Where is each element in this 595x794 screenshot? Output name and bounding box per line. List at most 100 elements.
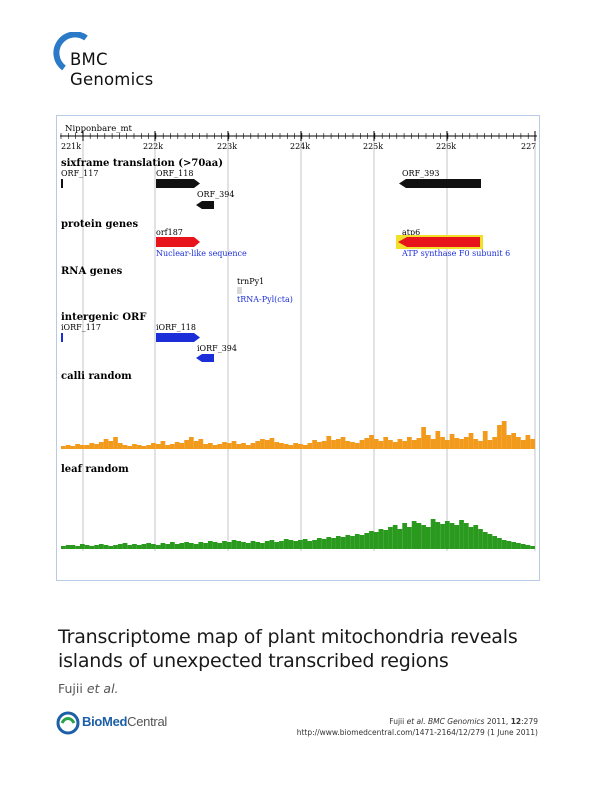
coverage-bar — [231, 540, 237, 549]
coverage-bar — [430, 439, 436, 449]
coverage-bar — [98, 442, 104, 449]
coverage-bar — [331, 538, 336, 549]
coverage-bar — [108, 441, 114, 449]
feature-iorf394 — [196, 354, 214, 362]
coverage-bar — [378, 441, 384, 449]
section-title-leaf: leaf random — [61, 464, 129, 475]
coverage-bar — [473, 439, 479, 449]
coverage-bar — [473, 525, 479, 549]
coverage-bar — [383, 437, 389, 449]
feature-label-orf117: ORF_117 — [61, 169, 98, 178]
coverage-bar — [89, 443, 95, 449]
feature-iorf117 — [61, 333, 63, 342]
coverage-bar — [207, 541, 213, 549]
coverage-bar — [98, 544, 104, 549]
coverage-bar — [188, 437, 194, 449]
feature-label-orf393: ORF_393 — [402, 169, 439, 178]
coverage-bar — [298, 540, 303, 549]
coverage-bar — [478, 529, 483, 549]
coverage-bar — [241, 542, 246, 549]
coverage-bar — [103, 545, 109, 549]
leaf-coverage-track — [61, 519, 535, 549]
coverage-bar — [231, 441, 237, 449]
coverage-bar — [388, 440, 393, 449]
biomed-logo-text: BioMed — [82, 714, 128, 729]
coverage-bar — [425, 435, 431, 449]
coverage-bar — [122, 543, 128, 549]
feature-label-iorf117: iORF_117 — [61, 323, 101, 332]
coverage-bar — [298, 444, 303, 449]
genome-browser-svg: Nipponbare_mt 221k 222k 223k 224k 225k 2… — [60, 124, 537, 551]
coverage-bar — [497, 425, 502, 449]
coverage-bar — [212, 542, 218, 549]
coverage-bar — [184, 440, 189, 449]
coverage-bar — [117, 544, 123, 549]
coverage-bar — [117, 443, 123, 449]
citation-year: 2011, — [486, 717, 509, 726]
feature-label-iorf394: iORF_394 — [197, 344, 237, 353]
tick-label: 224k — [290, 142, 310, 151]
coverage-bar — [302, 445, 308, 449]
coverage-bar — [245, 543, 251, 549]
gridlines — [82, 141, 536, 551]
coverage-bar — [350, 536, 355, 549]
coverage-bar — [203, 543, 208, 549]
feature-note-atp6: ATP synthase F0 subunit 6 — [401, 249, 510, 258]
feature-orf394 — [196, 201, 214, 209]
coverage-bar — [321, 539, 327, 549]
coverage-bar — [127, 446, 133, 449]
coverage-bar — [525, 545, 531, 549]
coverage-bar — [170, 542, 175, 549]
coverage-bar — [61, 546, 66, 549]
coverage-bar — [454, 438, 460, 449]
feature-iorf118 — [156, 333, 200, 342]
track-label: Nipponbare_mt — [65, 124, 133, 134]
coverage-bar — [264, 541, 270, 549]
feature-label-orf187: orf187 — [156, 228, 183, 237]
coverage-bar — [378, 529, 384, 549]
coverage-bar — [345, 441, 351, 449]
feature-orf118 — [156, 179, 200, 188]
coverage-bar — [179, 543, 185, 549]
coverage-bar — [421, 427, 426, 449]
coverage-bar — [326, 537, 332, 549]
coverage-bar — [75, 444, 80, 449]
coverage-bar — [108, 546, 114, 549]
coverage-bar — [392, 442, 398, 449]
coverage-bar — [516, 437, 521, 449]
coverage-bar — [511, 433, 517, 449]
citation-page: :279 — [521, 717, 538, 726]
coverage-bar — [103, 439, 109, 449]
tick-label: 221k — [61, 142, 81, 151]
coverage-bar — [65, 445, 71, 449]
coverage-bar — [193, 544, 199, 549]
coverage-bar — [212, 445, 218, 449]
coverage-bar — [260, 439, 265, 449]
coverage-bar — [516, 543, 521, 549]
tick-label: 226k — [436, 142, 456, 151]
feature-atp6 — [398, 237, 480, 247]
coverage-bar — [179, 443, 185, 449]
coverage-bar — [492, 437, 498, 449]
coverage-bar — [160, 441, 166, 449]
coverage-bar — [203, 444, 208, 449]
coverage-bar — [316, 538, 322, 549]
coverage-bar — [316, 442, 322, 449]
coverage-bar — [79, 544, 85, 549]
coverage-bar — [302, 539, 308, 549]
coverage-bar — [354, 534, 360, 549]
feature-label-atp6: atp6 — [402, 228, 420, 237]
coverage-bar — [222, 541, 227, 549]
tick-label: 222k — [143, 142, 163, 151]
coverage-bar — [250, 541, 256, 549]
coverage-bar — [174, 442, 180, 449]
citation-author: Fujii — [389, 717, 405, 726]
coverage-bar — [113, 437, 118, 449]
coverage-bar — [236, 444, 242, 449]
coverage-bar — [269, 540, 275, 549]
coverage-bar — [335, 439, 341, 449]
coverage-bar — [411, 521, 417, 549]
coverage-bar — [501, 540, 507, 549]
coverage-bar — [155, 444, 161, 449]
coverage-bar — [520, 440, 526, 449]
